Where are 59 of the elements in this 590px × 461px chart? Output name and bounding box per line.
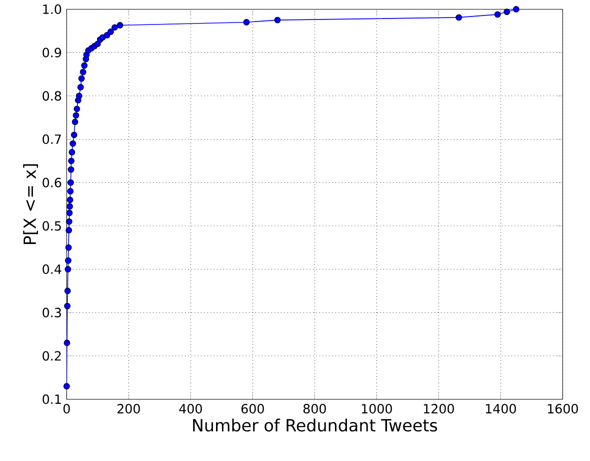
y-axis-title: P[X <= x] <box>23 164 38 244</box>
point <box>274 17 281 24</box>
point <box>78 76 85 82</box>
point <box>66 227 72 234</box>
point <box>68 166 74 173</box>
point <box>456 14 462 21</box>
y-tick-label: 0.4 <box>42 264 62 274</box>
point <box>81 62 88 69</box>
point <box>72 118 78 126</box>
point <box>64 340 70 346</box>
point <box>68 149 76 156</box>
x-tick-label: 1200 <box>424 404 454 414</box>
point <box>107 28 114 36</box>
y-tick-label: 0.3 <box>42 308 61 318</box>
point <box>504 8 510 16</box>
point <box>512 6 520 13</box>
point <box>116 22 124 29</box>
point <box>67 188 74 195</box>
point <box>80 69 86 76</box>
point <box>64 266 72 273</box>
point <box>74 106 80 112</box>
x-tick-label: 1400 <box>486 404 516 414</box>
x-tick-label: 0 <box>63 404 70 414</box>
point <box>68 158 75 164</box>
x-tick-label: 800 <box>303 404 326 414</box>
point <box>494 11 501 18</box>
point <box>68 180 74 186</box>
point <box>66 210 73 216</box>
y-tick-label: 0.8 <box>42 91 62 101</box>
point <box>70 132 78 138</box>
y-tick-label: 1.0 <box>43 4 62 14</box>
point <box>66 218 72 225</box>
point <box>65 244 72 251</box>
y-tick-label: 0.5 <box>42 221 61 231</box>
y-tick-label: 0.1 <box>42 394 61 404</box>
point <box>94 40 101 48</box>
x-tick-label: 400 <box>179 404 202 414</box>
x-tick-label: 1600 <box>548 404 578 414</box>
point <box>77 84 84 91</box>
point <box>66 203 73 210</box>
point <box>66 196 74 204</box>
x-tick-label: 200 <box>118 404 140 414</box>
x-tick-label: 1000 <box>362 404 392 414</box>
point <box>65 258 72 264</box>
point <box>64 303 70 310</box>
x-axis-title: Number of Redundant Tweets <box>193 418 438 432</box>
point <box>70 140 76 147</box>
point <box>243 19 250 26</box>
point <box>104 32 110 39</box>
point <box>76 92 82 100</box>
point <box>63 383 70 390</box>
y-tick-label: 0.9 <box>42 48 62 58</box>
point <box>112 24 118 31</box>
y-tick-label: 0.7 <box>42 134 61 144</box>
y-tick-label: 0.2 <box>42 351 61 361</box>
x-tick-label: 600 <box>241 404 264 414</box>
point <box>72 112 80 119</box>
point <box>64 288 71 294</box>
y-tick-label: 0.6 <box>42 178 62 188</box>
